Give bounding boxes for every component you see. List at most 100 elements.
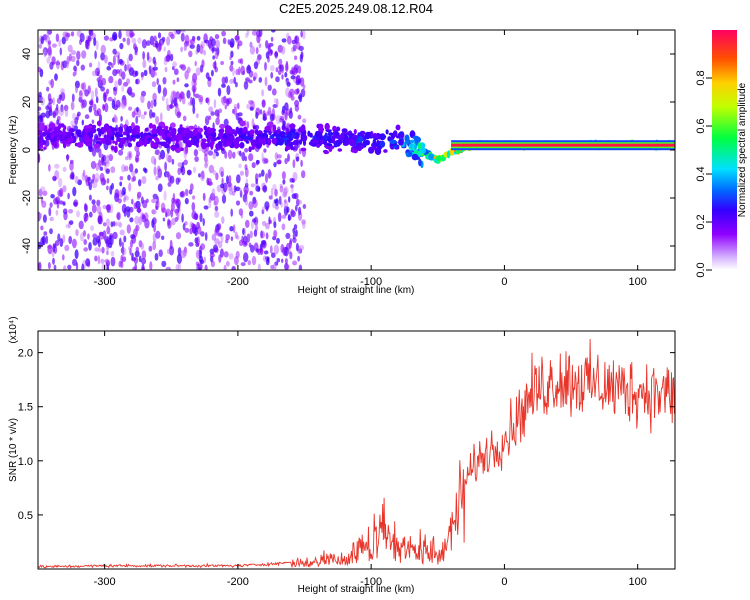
heatmap-cell: [188, 189, 193, 195]
heatmap-cell: [162, 217, 166, 222]
heatmap-cell: [265, 205, 269, 212]
heatmap-cell: [263, 148, 267, 153]
heatmap-cell: [71, 93, 75, 103]
heatmap-cell: [285, 77, 289, 83]
heatmap-cell: [160, 202, 166, 213]
heatmap-cell: [274, 261, 279, 266]
heatmap-cell: [47, 30, 52, 35]
heatmap-cell: [50, 78, 54, 89]
heatmap-cell: [65, 32, 71, 38]
heatmap-cell: [51, 43, 57, 48]
heatmap-cell: [279, 185, 284, 193]
heatmap-cell: [204, 264, 208, 270]
heatmap-cell: [181, 130, 185, 139]
heatmap-cell: [131, 198, 134, 205]
heatmap-cell: [134, 215, 140, 225]
heatmap-cell: [161, 36, 166, 43]
heatmap-cell: [385, 129, 389, 135]
heatmap-cell: [292, 140, 298, 145]
heatmap-cell: [182, 115, 187, 122]
heatmap-cell: [175, 30, 182, 35]
y-tick-label: 1.5: [18, 402, 33, 414]
heatmap-cell: [165, 98, 169, 107]
heatmap-cell: [122, 37, 126, 42]
heatmap-cell: [225, 238, 229, 244]
heatmap-cell: [302, 204, 307, 209]
heatmap-cell: [118, 126, 123, 131]
heatmap-cell: [84, 114, 90, 120]
heatmap-cell: [80, 99, 85, 109]
heatmap-cell: [67, 264, 72, 270]
heatmap-cell: [91, 199, 96, 205]
heatmap-cell: [167, 155, 172, 163]
heatmap-cell: [135, 246, 139, 253]
heatmap-cell: [73, 65, 77, 72]
heatmap-cell: [90, 160, 97, 170]
y-tick-label: 20: [21, 96, 33, 108]
heatmap-cell: [52, 243, 56, 253]
heatmap-cell: [43, 47, 48, 56]
heatmap-cell: [152, 133, 158, 138]
heatmap-cell: [236, 174, 241, 184]
snr-line-layer: [38, 338, 675, 569]
heatmap-cell: [277, 69, 282, 76]
heatmap-cell: [201, 170, 205, 179]
heatmap-cell: [293, 64, 299, 70]
heatmap-cell: [177, 202, 180, 212]
heatmap-cell: [218, 108, 223, 113]
heatmap-cell: [104, 54, 108, 64]
heatmap-cell: [177, 167, 181, 175]
heatmap-cell: [43, 49, 47, 58]
heatmap-cell: [93, 110, 100, 117]
heatmap-cell: [76, 59, 80, 67]
heatmap-cell: [127, 125, 133, 134]
heatmap-cell: [52, 175, 57, 181]
heatmap-cell: [204, 129, 209, 136]
heatmap-cell: [195, 67, 201, 76]
heatmap-cell: [270, 187, 274, 198]
heatmap-cell: [106, 266, 109, 270]
heatmap-cell: [214, 34, 220, 40]
heatmap-cell: [47, 102, 52, 111]
heatmap-cell: [109, 203, 114, 214]
heatmap-cell: [67, 192, 70, 200]
heatmap-cell: [142, 199, 148, 209]
heatmap-cells: [38, 30, 675, 270]
heatmap-cell: [43, 146, 47, 150]
heatmap-cell: [324, 132, 328, 140]
heatmap-cell: [158, 154, 162, 161]
heatmap-cell: [285, 232, 291, 239]
heatmap-cell: [117, 198, 122, 204]
heatmap-cell: [102, 92, 107, 102]
heatmap-cell: [107, 96, 113, 102]
heatmap-cell: [179, 191, 184, 198]
heatmap-cell: [151, 209, 155, 215]
heatmap-cell: [46, 86, 50, 92]
heatmap-cell: [350, 148, 356, 153]
heatmap-cell: [211, 233, 217, 241]
heatmap-cell: [55, 196, 61, 205]
heatmap-cell: [40, 36, 44, 45]
heatmap-cell: [298, 264, 303, 270]
heatmap-cell: [233, 106, 238, 116]
heatmap-cell: [324, 122, 330, 131]
heatmap-cell: [67, 137, 74, 143]
heatmap-cell: [298, 248, 303, 254]
heatmap-cell: [257, 263, 261, 270]
heatmap-cell: [111, 182, 114, 190]
heatmap-cell: [161, 95, 165, 101]
heatmap-cell: [299, 53, 303, 63]
heatmap-cell: [265, 232, 269, 240]
y-tick-label: 40: [21, 48, 33, 60]
heatmap-cell: [134, 51, 138, 56]
heatmap-cell: [106, 65, 112, 71]
heatmap-cell: [225, 136, 232, 141]
heatmap-cell: [106, 226, 111, 235]
heatmap-cell: [102, 230, 107, 240]
heatmap-cell: [227, 39, 231, 45]
heatmap-cell: [101, 246, 105, 254]
heatmap-cell: [170, 144, 177, 151]
heatmap-cell: [71, 238, 77, 249]
heatmap-cell: [372, 138, 377, 146]
heatmap-cell: [298, 206, 302, 216]
